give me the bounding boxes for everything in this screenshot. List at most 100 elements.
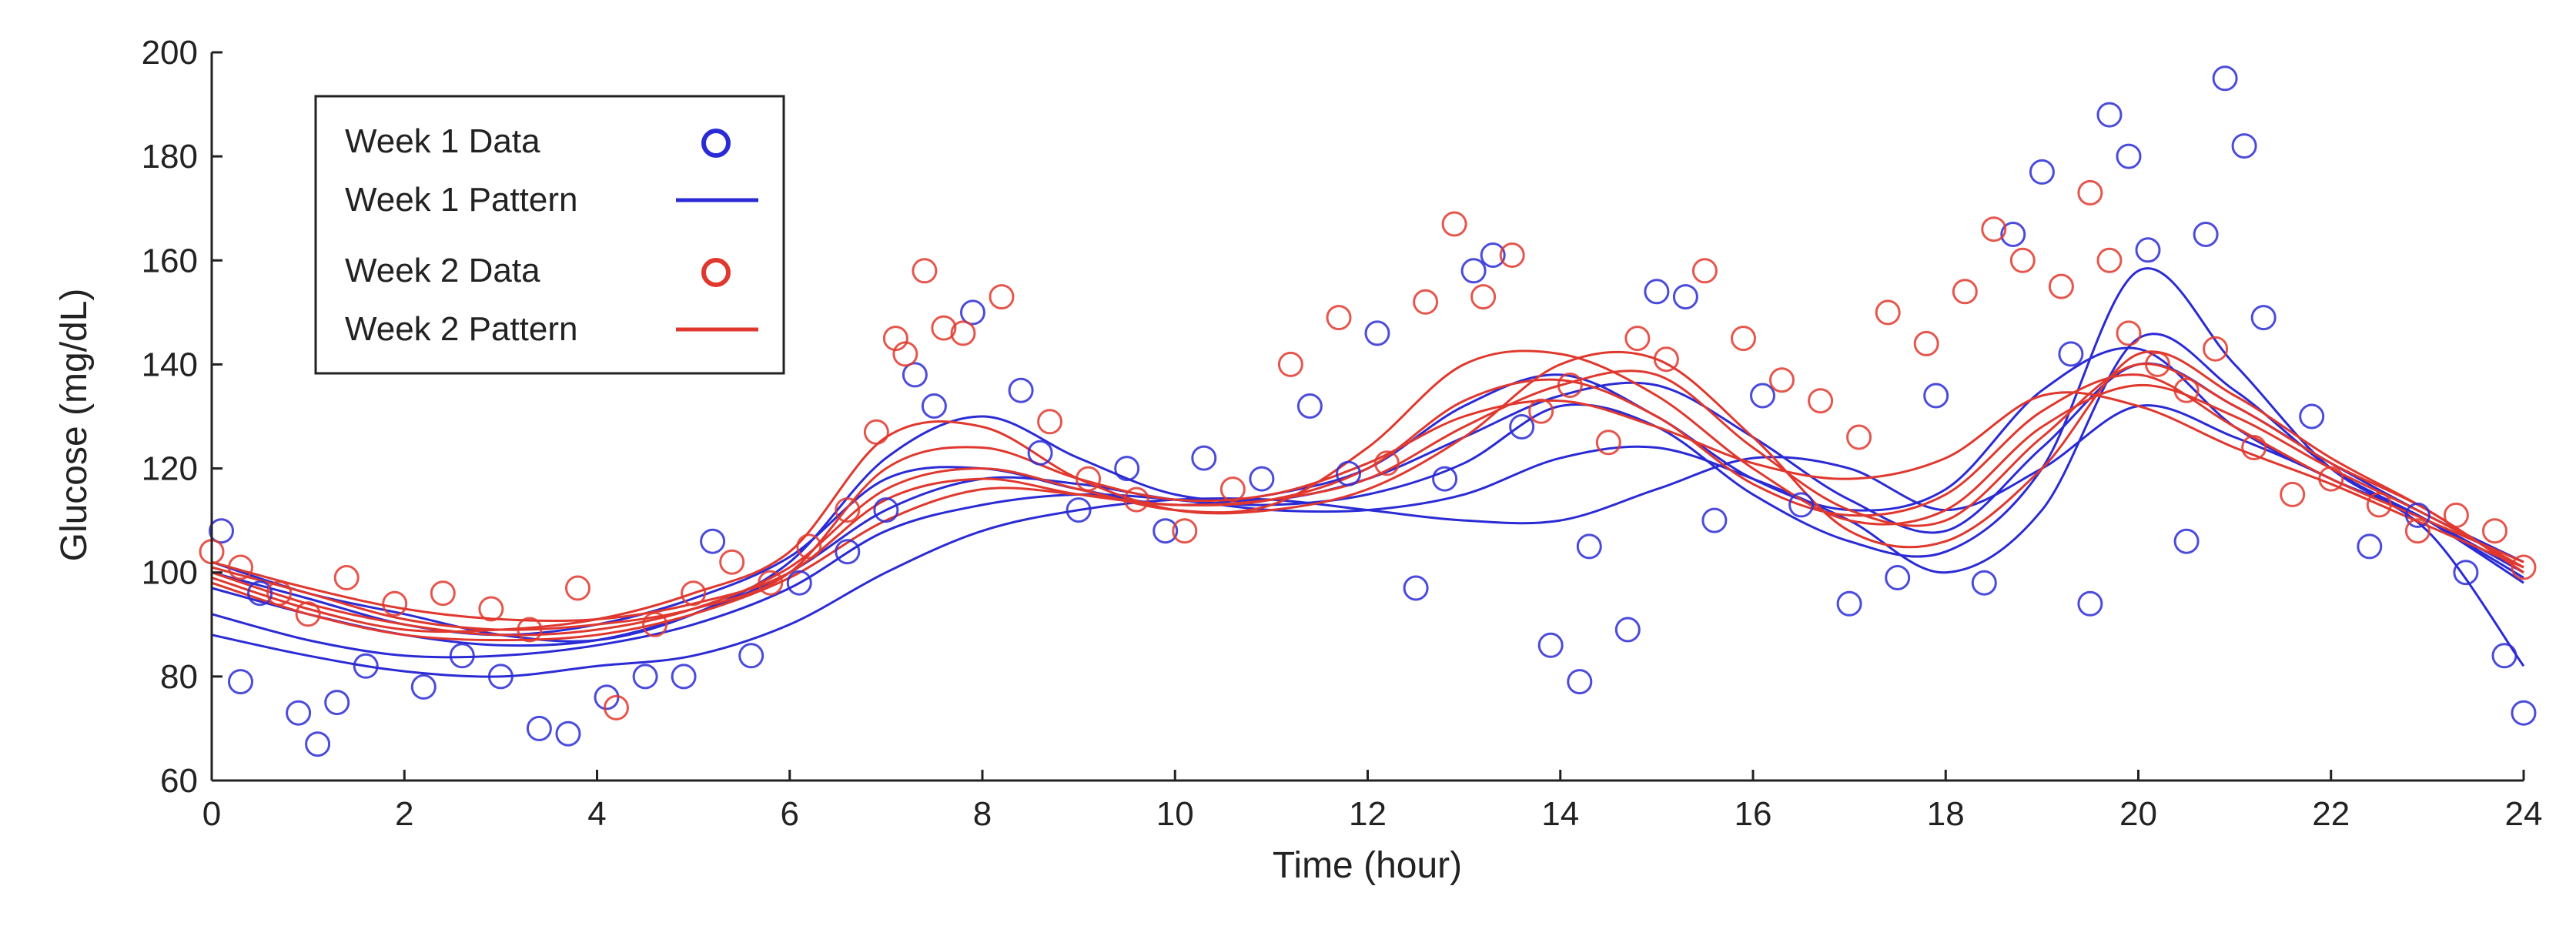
week1-data-point [738, 643, 764, 669]
week1-data-point [835, 539, 861, 565]
y-tick-label: 120 [142, 450, 198, 488]
week1-data-point [526, 715, 552, 741]
week1-data-point [2058, 341, 2084, 367]
legend-label-week2-pattern: Week 2 Pattern [345, 310, 577, 348]
week2-data-point [1123, 486, 1149, 513]
axes: 0 2 4 6 8 10 12 14 16 18 20 22 246080100120140160180… [142, 34, 2543, 833]
week1-data-point [305, 731, 331, 757]
week1-data-point [1672, 284, 1698, 310]
week2-data-point [1326, 305, 1352, 331]
week2-pattern-line [211, 363, 2524, 642]
week1-data-point [2453, 560, 2479, 586]
week1-data-point [700, 528, 726, 554]
week1-data-point [873, 497, 899, 523]
x-tick-label: 6 [781, 795, 799, 833]
week2-data-point [1952, 279, 1978, 305]
x-tick-label: 8 [973, 795, 992, 833]
week2-data-point [1846, 424, 1872, 450]
week1-data-point [555, 720, 581, 747]
week2-data-point [1037, 409, 1063, 435]
week2-data-point [2366, 492, 2392, 518]
week2-data-point [478, 596, 504, 622]
week2-data-point [2404, 518, 2430, 544]
week2-data-point [2443, 502, 2469, 528]
week1-data-point [1008, 377, 1034, 403]
week1-data-point [247, 580, 273, 607]
week1-data-point [2404, 502, 2430, 528]
data-points [199, 65, 2537, 757]
week1-data-point [1249, 466, 1275, 492]
week2-data-point [1808, 388, 1834, 414]
week2-data-point [430, 580, 456, 607]
week2-data-point [1499, 242, 1525, 268]
legend-label-week1-pattern: Week 1 Pattern [345, 181, 577, 219]
week1-data-point [671, 664, 697, 690]
week2-data-point [295, 601, 321, 627]
week1-data-point [2000, 222, 2026, 247]
week1-data-point [1537, 632, 1564, 658]
week1-data-point [1114, 456, 1140, 482]
week2-data-point [2511, 554, 2537, 580]
week2-data-point [1731, 326, 1756, 352]
week2-data-point [266, 580, 293, 607]
week2-data-point [228, 554, 253, 580]
week1-data-point [487, 664, 514, 690]
week2-data-point [2280, 481, 2306, 507]
week2-data-point [758, 570, 784, 596]
x-tick-label: 16 [1735, 795, 1772, 833]
week1-pattern-line [211, 333, 2524, 659]
week1-data-point [1885, 565, 1911, 590]
week2-data-point [1595, 430, 1621, 456]
week2-data-point [1277, 351, 1303, 377]
x-tick-label: 4 [587, 795, 606, 833]
week2-data-point [719, 549, 745, 575]
week2-data-point [517, 617, 543, 643]
week1-data-point [2077, 590, 2103, 617]
week2-data-point [1219, 476, 1246, 503]
week1-data-point [1644, 279, 1670, 305]
x-tick-label: 18 [1927, 795, 1965, 833]
week2-pattern-line [211, 349, 2524, 637]
week1-data-point [1066, 497, 1092, 523]
week2-data-point [642, 611, 668, 637]
week2-data-point [1557, 373, 1583, 398]
week2-data-point [382, 590, 408, 617]
week2-data-point [1172, 518, 1198, 544]
week1-data-point [1971, 570, 1997, 596]
x-tick-label: 0 [202, 795, 221, 833]
week2-pattern-line [211, 391, 2524, 631]
week1-data-point [1460, 258, 1487, 284]
week1-data-point [209, 518, 234, 544]
week1-data-point [632, 664, 658, 690]
week2-data-point [931, 315, 957, 341]
week2-data-point [1691, 258, 1718, 284]
x-tick-label: 10 [1156, 795, 1194, 833]
week2-data-point [912, 258, 938, 284]
week1-data-point [449, 643, 475, 669]
week2-data-point [863, 419, 889, 445]
week1-data-point [1836, 590, 1862, 617]
week2-data-point [1528, 398, 1554, 424]
y-tick-label: 80 [160, 658, 198, 696]
legend-marker-week1-data [701, 129, 731, 158]
week1-data-point [1576, 533, 1602, 560]
week1-data-point [960, 299, 985, 326]
y-tick-label: 180 [142, 138, 198, 176]
week1-data-point [2299, 403, 2325, 430]
y-tick-label: 60 [160, 762, 198, 800]
week1-data-point [2511, 700, 2537, 726]
week2-data-point [892, 341, 918, 367]
week2-pattern-line [211, 350, 2524, 633]
week1-data-point [1364, 320, 1390, 346]
week1-data-point [1923, 383, 1949, 409]
week1-data-point [1191, 445, 1217, 471]
week2-data-point [1441, 211, 1467, 237]
week2-data-point [2009, 247, 2036, 273]
week1-data-point [1432, 466, 1458, 492]
week1-data-point [1614, 617, 1641, 643]
week1-data-point [2231, 133, 2257, 159]
week2-data-point [2241, 435, 2267, 460]
legend: Week 1 Data Week 1 Pattern Week 2 Data W… [314, 95, 785, 375]
week2-data-point [2203, 336, 2229, 362]
